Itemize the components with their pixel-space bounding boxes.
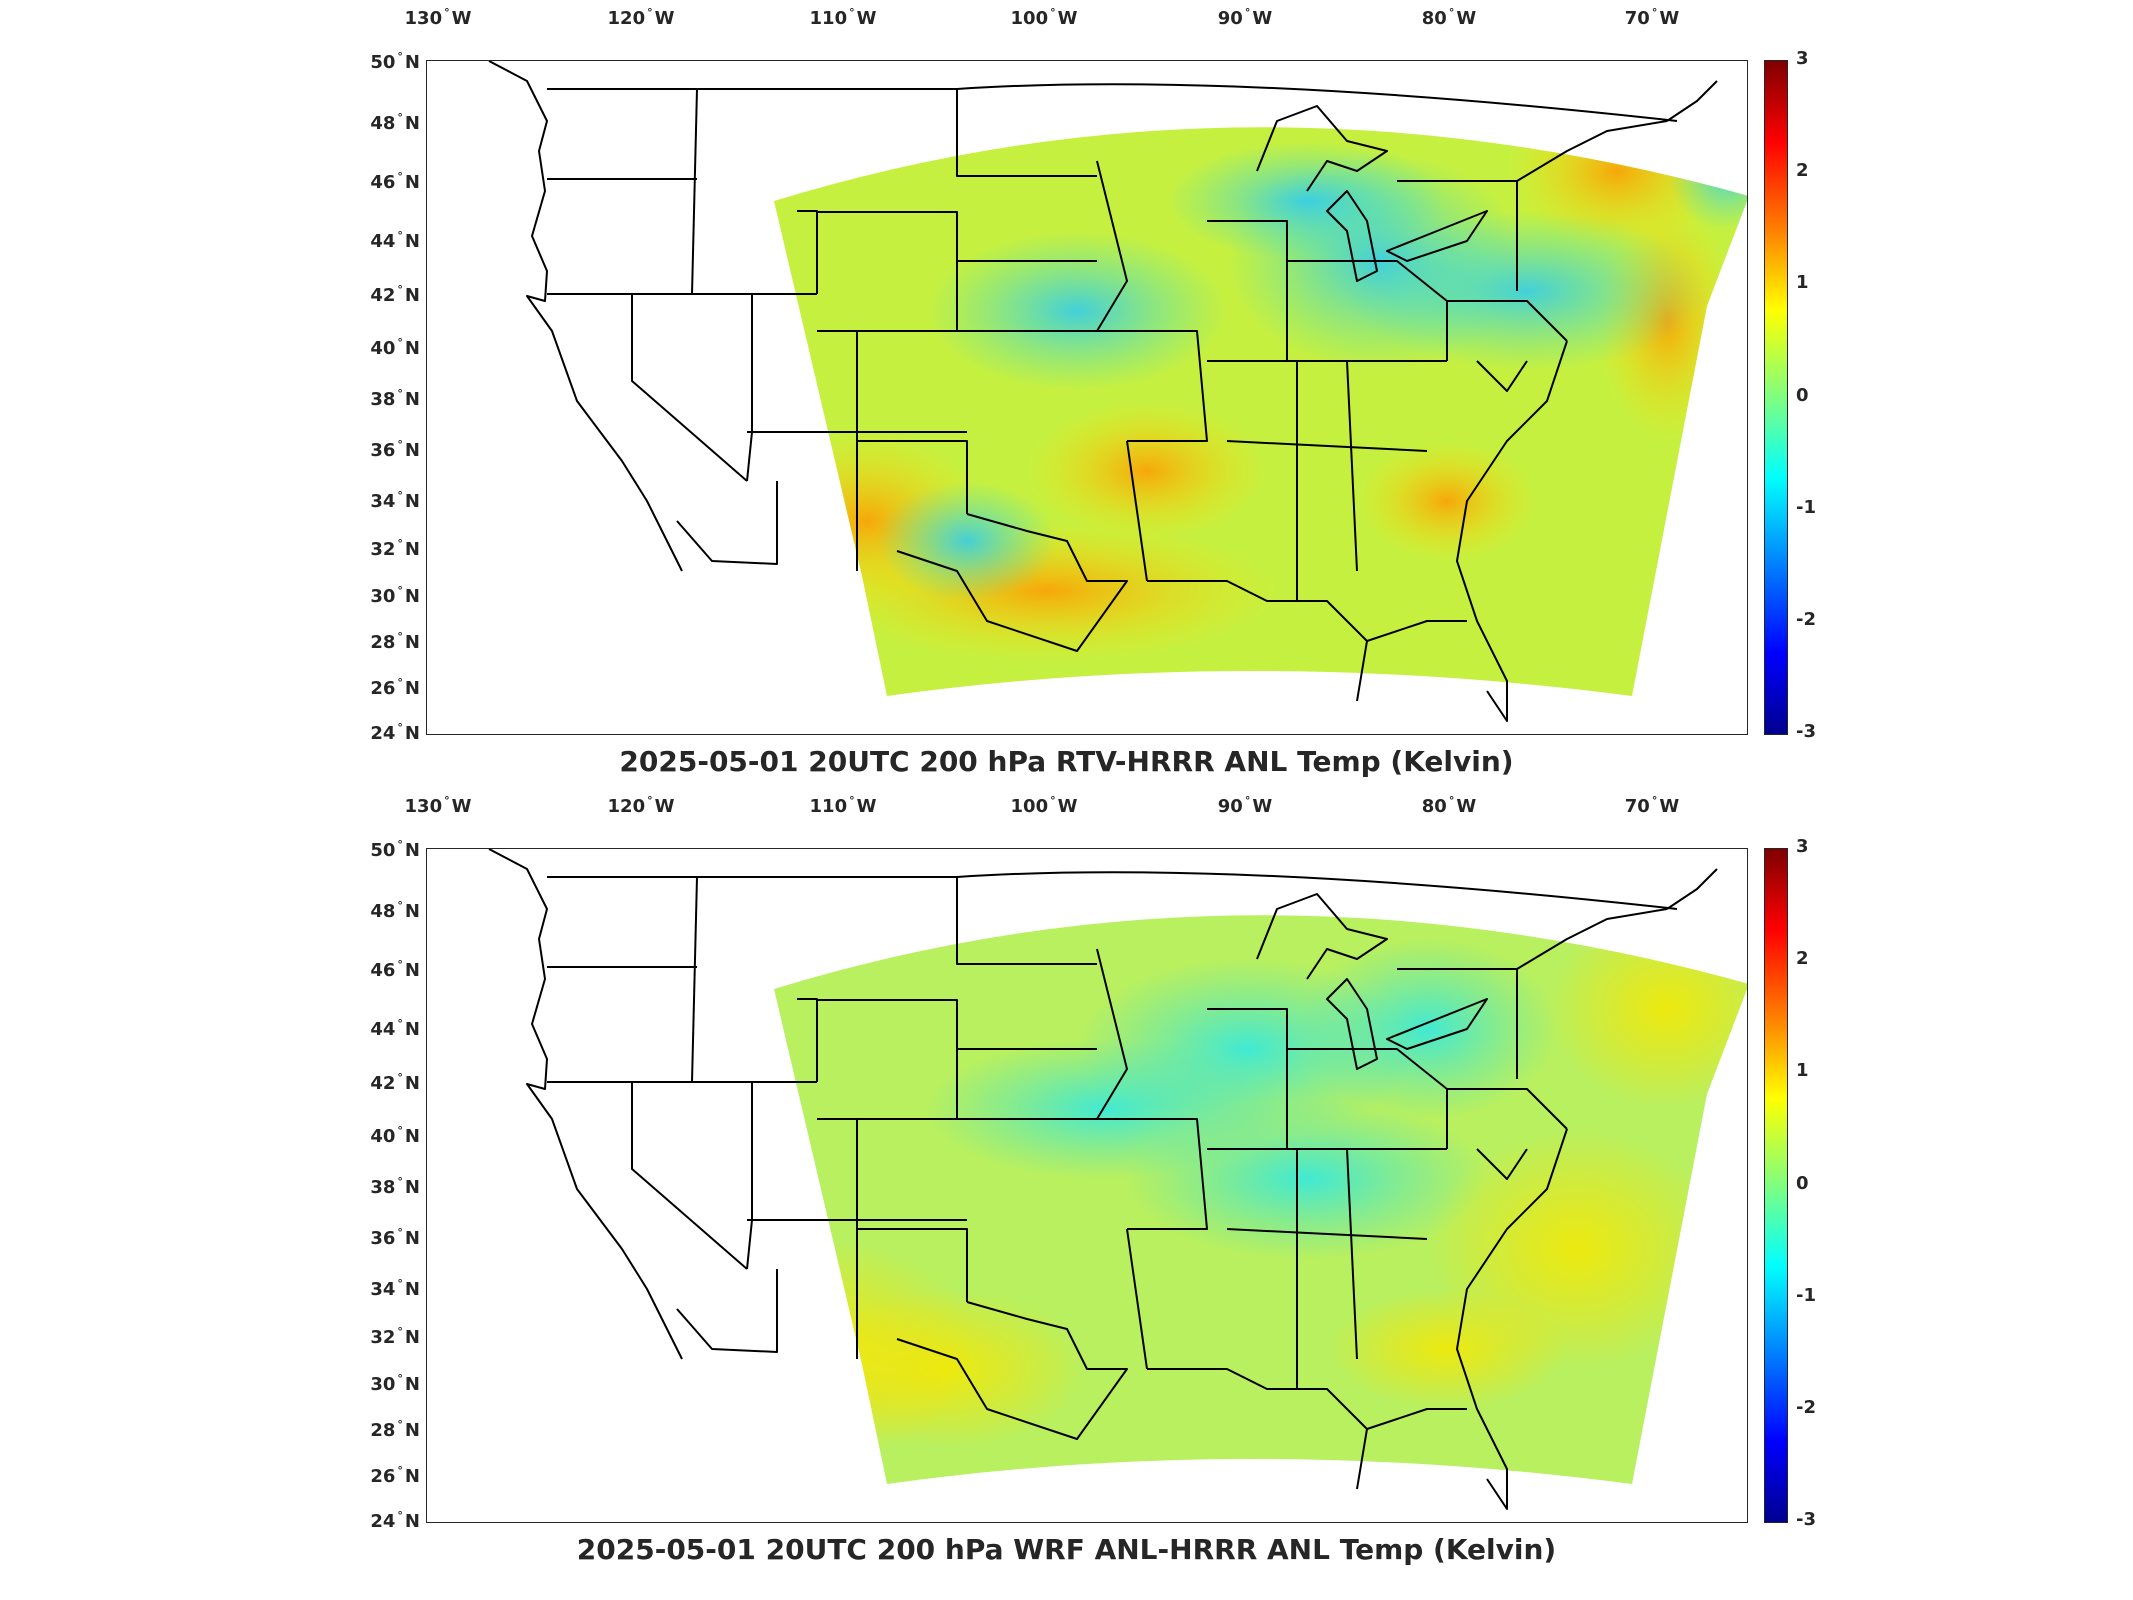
latitude-tick-label: 44 ° N	[370, 1017, 420, 1040]
latitude-tick-label: 38 ° N	[370, 387, 420, 410]
latitude-tick-label: 32 ° N	[370, 1325, 420, 1348]
latitude-tick-label: 36 ° N	[370, 1226, 420, 1249]
longitude-tick-label: 100 ° W	[1010, 794, 1078, 817]
colorbar-tick-label: 1	[1796, 1060, 1809, 1081]
latitude-tick-label: 24 ° N	[370, 721, 420, 744]
latitude-tick-label: 42 ° N	[370, 1071, 420, 1094]
latitude-tick-label: 34 ° N	[370, 1277, 420, 1300]
latitude-tick-label: 24 ° N	[370, 1509, 420, 1532]
longitude-tick-label: 120 ° W	[607, 794, 675, 817]
latitude-tick-label: 40 ° N	[370, 1124, 420, 1147]
longitude-tick-label: 90 ° W	[1217, 6, 1273, 29]
colorbar-tick-label: 2	[1796, 948, 1809, 969]
map-panel-top: 130 ° W 120 ° W 110 ° W 100 ° W 90 ° W 80 ° W 70 ° W 50 ° N 48 ° N…	[0, 0, 2133, 790]
longitude-tick-label: 130 ° W	[404, 794, 472, 817]
latitude-tick-label: 26 ° N	[370, 676, 420, 699]
colorbar-tick-label: 3	[1796, 48, 1809, 69]
colorbar-tick-label: 0	[1796, 385, 1809, 406]
latitude-tick-label: 50 ° N	[370, 50, 420, 73]
latitude-tick-label: 48 ° N	[370, 111, 420, 134]
latitude-tick-label: 38 ° N	[370, 1175, 420, 1198]
latitude-tick-label: 46 ° N	[370, 170, 420, 193]
latitude-tick-label: 28 ° N	[370, 1418, 420, 1441]
longitude-tick-label: 130 ° W	[404, 6, 472, 29]
colorbar-tick-label: -2	[1796, 609, 1816, 630]
colorbar-tick-label: 0	[1796, 1173, 1809, 1194]
colorbar-tick-label: 3	[1796, 836, 1809, 857]
map-plot-area	[426, 60, 1748, 735]
longitude-tick-label: 80 ° W	[1421, 794, 1477, 817]
colorbar	[1764, 60, 1788, 735]
panel-title: 2025-05-01 20UTC 200 hPa WRF ANL-HRRR AN…	[576, 1533, 1557, 1566]
latitude-tick-label: 48 ° N	[370, 899, 420, 922]
latitude-tick-label: 40 ° N	[370, 336, 420, 359]
longitude-tick-label: 100 ° W	[1010, 6, 1078, 29]
latitude-tick-label: 30 ° N	[370, 584, 420, 607]
latitude-tick-label: 36 ° N	[370, 438, 420, 461]
map-svg	[488, 849, 1747, 1510]
panel-title: 2025-05-01 20UTC 200 hPa RTV-HRRR ANL Te…	[619, 745, 1514, 778]
longitude-tick-label: 110 ° W	[809, 794, 877, 817]
map-svg	[488, 61, 1747, 722]
colorbar-tick-label: -1	[1796, 1285, 1816, 1306]
longitude-tick-label: 70 ° W	[1624, 794, 1680, 817]
state-boundaries	[488, 849, 1718, 1510]
colorbar-tick-label: -1	[1796, 497, 1816, 518]
temperature-difference-field	[774, 915, 1747, 1484]
colorbar-tick-label: 1	[1796, 272, 1809, 293]
latitude-tick-label: 50 ° N	[370, 838, 420, 861]
longitude-tick-label: 120 ° W	[607, 6, 675, 29]
longitude-tick-label: 110 ° W	[809, 6, 877, 29]
latitude-tick-label: 42 ° N	[370, 283, 420, 306]
longitude-tick-label: 90 ° W	[1217, 794, 1273, 817]
map-plot-area	[426, 848, 1748, 1523]
latitude-tick-label: 44 ° N	[370, 229, 420, 252]
latitude-tick-label: 30 ° N	[370, 1372, 420, 1395]
longitude-tick-label: 70 ° W	[1624, 6, 1680, 29]
latitude-tick-label: 28 ° N	[370, 630, 420, 653]
latitude-tick-label: 34 ° N	[370, 489, 420, 512]
colorbar-tick-label: 2	[1796, 160, 1809, 181]
latitude-tick-label: 26 ° N	[370, 1464, 420, 1487]
colorbar-tick-label: -3	[1796, 721, 1816, 742]
colorbar-tick-label: -2	[1796, 1397, 1816, 1418]
state-boundaries	[488, 61, 1718, 722]
latitude-tick-label: 32 ° N	[370, 537, 420, 560]
map-panel-bottom: 130 ° W 120 ° W 110 ° W 100 ° W 90 ° W 80 ° W 70 ° W 50 ° N 48 ° N…	[0, 788, 2133, 1578]
latitude-tick-label: 46 ° N	[370, 958, 420, 981]
colorbar	[1764, 848, 1788, 1523]
longitude-tick-label: 80 ° W	[1421, 6, 1477, 29]
colorbar-tick-label: -3	[1796, 1509, 1816, 1530]
